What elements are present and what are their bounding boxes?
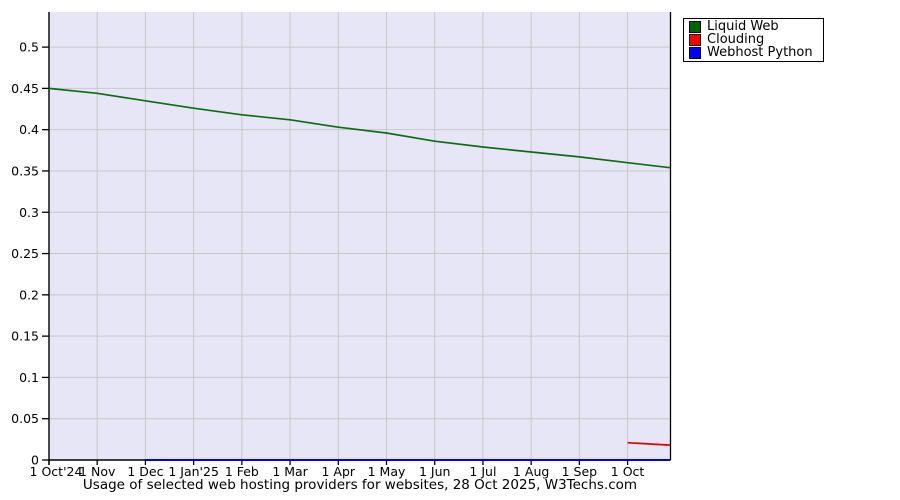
legend-label-clouding: Clouding	[707, 32, 765, 47]
legend-item-clouding: Clouding	[689, 32, 813, 47]
legend-label-webhost-python: Webhost Python	[707, 45, 813, 60]
y-tick-label: 0.1	[19, 370, 39, 385]
x-tick-label: 1 Mar	[272, 464, 308, 479]
y-tick-label: 0.3	[19, 205, 39, 220]
x-tick-label: 1 Jul	[469, 464, 496, 479]
y-tick-label: 0.15	[11, 329, 39, 344]
y-tick-label: 0	[31, 453, 39, 468]
x-tick-label: 1 Oct'24	[30, 464, 83, 479]
y-tick-label: 0.05	[11, 411, 39, 426]
x-tick-label: 1 Oct	[611, 464, 645, 479]
legend-swatch-clouding-icon	[689, 34, 701, 46]
plot-area	[49, 12, 670, 460]
x-tick-label: 1 Jan'25	[168, 464, 219, 479]
legend-item-webhost-python: Webhost Python	[689, 45, 813, 60]
x-tick-label: 1 Dec	[127, 464, 163, 479]
x-tick-label: 1 Feb	[225, 464, 259, 479]
y-tick-label: 0.25	[11, 246, 39, 261]
chart-caption: Usage of selected web hosting providers …	[82, 477, 638, 493]
series-line-liquid-web	[48, 87, 671, 169]
x-tick-label: 1 Apr	[322, 464, 356, 479]
y-tick-label: 0.35	[11, 163, 39, 178]
x-tick-label: 1 May	[368, 464, 406, 479]
series-line-clouding	[627, 441, 671, 446]
x-tick-label: 1 Aug	[513, 464, 549, 479]
legend-swatch-webhost-python-icon	[689, 47, 701, 59]
y-tick-label: 0.45	[11, 81, 39, 96]
y-tick-label: 0.2	[19, 287, 39, 302]
legend-label-liquid-web: Liquid Web	[707, 19, 779, 34]
legend: Liquid Web Clouding Webhost Python	[683, 18, 824, 62]
y-tick-label: 0.4	[19, 122, 39, 137]
x-tick-label: 1 Nov	[79, 464, 116, 479]
y-tick-label: 0.5	[19, 40, 39, 55]
legend-swatch-liquid-web-icon	[689, 21, 701, 33]
x-tick-label: 1 Sep	[562, 464, 598, 479]
legend-item-liquid-web: Liquid Web	[689, 19, 813, 34]
x-tick-label: 1 Jun	[419, 464, 450, 479]
